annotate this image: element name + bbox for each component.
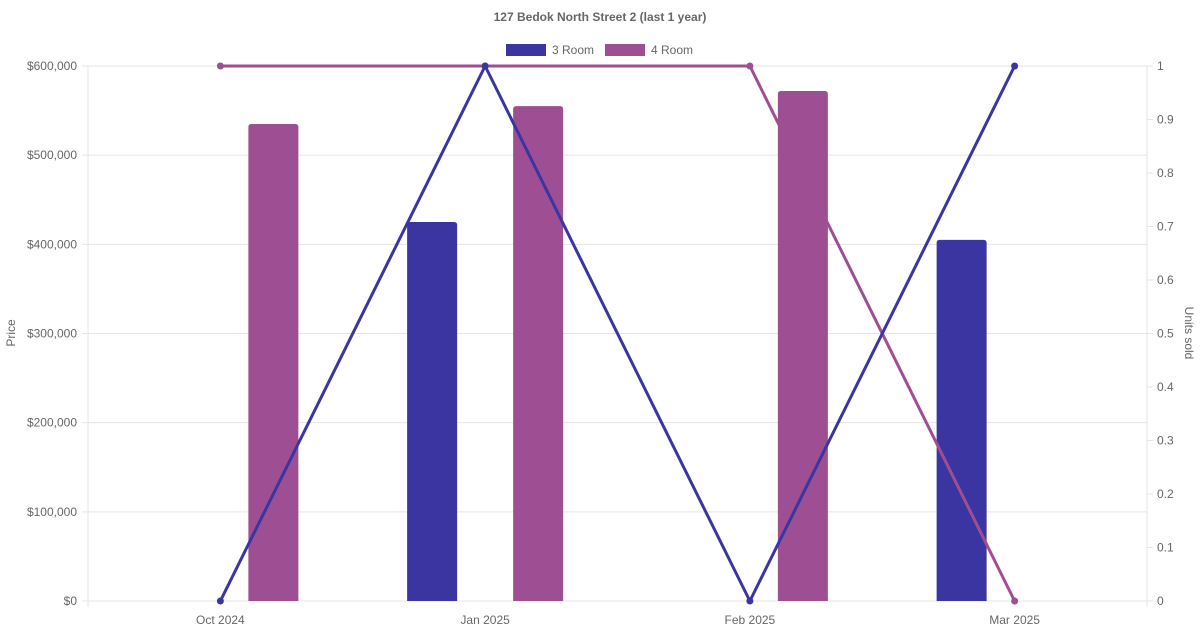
- point-3-room[interactable]: [746, 597, 754, 605]
- y-right-tick-label: 1: [1157, 59, 1164, 73]
- legend-swatch-3-room[interactable]: [506, 44, 546, 56]
- y-right-tick-label: 0.7: [1157, 220, 1174, 234]
- point-4-room[interactable]: [216, 62, 224, 70]
- x-axis: Oct 2024 Jan 2025 Feb 2025 Mar 2025: [196, 613, 1040, 627]
- y-left-axis: $0 $100,000 $200,000 $300,000 $400,000 $500,0…: [27, 59, 77, 608]
- point-4-room[interactable]: [746, 62, 754, 70]
- bar-4-room[interactable]: [248, 123, 299, 601]
- x-tick-label: Feb 2025: [725, 613, 776, 627]
- y-right-axis-title: Units sold: [1182, 307, 1196, 360]
- y-right-tick-label: 0.5: [1157, 327, 1174, 341]
- line-series: [216, 62, 1019, 605]
- y-right-tick-label: 0.3: [1157, 434, 1174, 448]
- y-right-axis: 0 0.1 0.2 0.3 0.4 0.5 0.6 0.7 0.8 0.9 1: [1147, 59, 1174, 608]
- y-left-tick-label: $500,000: [27, 148, 77, 162]
- legend: 3 Room 4 Room: [506, 43, 693, 57]
- legend-swatch-4-room[interactable]: [605, 44, 645, 56]
- y-left-tick-label: $600,000: [27, 59, 77, 73]
- point-4-room[interactable]: [1011, 597, 1019, 605]
- y-right-tick-label: 0.2: [1157, 487, 1174, 501]
- y-left-tick-label: $300,000: [27, 327, 77, 341]
- bar-4-room[interactable]: [777, 90, 828, 601]
- bar-4-room[interactable]: [513, 106, 564, 601]
- y-left-tick-label: $200,000: [27, 416, 77, 430]
- x-tick-label: Mar 2025: [989, 613, 1040, 627]
- y-right-tick-label: 0.1: [1157, 541, 1174, 555]
- y-right-tick-label: 0.4: [1157, 380, 1174, 394]
- y-right-tick-label: 0: [1157, 594, 1164, 608]
- point-3-room[interactable]: [1011, 62, 1019, 70]
- y-left-tick-label: $400,000: [27, 237, 77, 251]
- y-right-tick-label: 0.9: [1157, 113, 1174, 127]
- gridlines: [82, 65, 1148, 607]
- y-left-tick-label: $100,000: [27, 505, 77, 519]
- y-right-tick-label: 0.6: [1157, 273, 1174, 287]
- point-3-room[interactable]: [481, 62, 489, 70]
- point-3-room[interactable]: [216, 597, 224, 605]
- legend-label-3-room[interactable]: 3 Room: [552, 43, 594, 57]
- bar-3-room[interactable]: [407, 222, 458, 601]
- bar-3-room[interactable]: [936, 239, 987, 601]
- legend-label-4-room[interactable]: 4 Room: [651, 43, 693, 57]
- y-right-tick-label: 0.8: [1157, 166, 1174, 180]
- x-tick-label: Oct 2024: [196, 613, 245, 627]
- chart-title: 127 Bedok North Street 2 (last 1 year): [494, 10, 707, 24]
- bar-series: [248, 90, 987, 601]
- y-left-tick-label: $0: [64, 594, 78, 608]
- x-tick-label: Jan 2025: [460, 613, 510, 627]
- y-left-axis-title: Price: [4, 319, 18, 347]
- line-3-room[interactable]: [219, 64, 1016, 603]
